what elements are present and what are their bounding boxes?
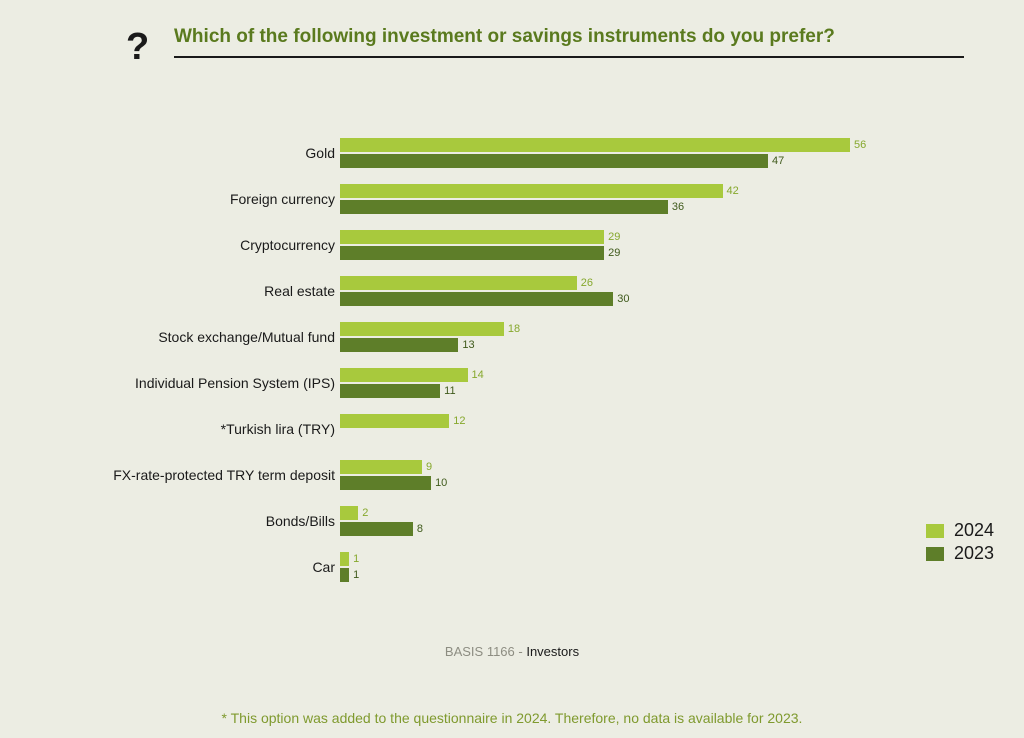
category-label: Cryptocurrency bbox=[75, 237, 335, 253]
category-label: Foreign currency bbox=[75, 191, 335, 207]
category-label: Gold bbox=[75, 145, 335, 161]
legend: 2024 2023 bbox=[926, 520, 994, 566]
bar-2023: 29 bbox=[340, 246, 604, 260]
category-label: Real estate bbox=[75, 283, 335, 299]
value-label-2024: 18 bbox=[508, 323, 520, 335]
bar-group: 26 30 bbox=[340, 274, 880, 308]
bar-2024: 56 bbox=[340, 138, 850, 152]
category-label: Car bbox=[75, 559, 335, 575]
bar-2023: 10 bbox=[340, 476, 431, 490]
category-label: Stock exchange/Mutual fund bbox=[75, 329, 335, 345]
bar-2024: 9 bbox=[340, 460, 422, 474]
value-label-2023: 47 bbox=[772, 155, 784, 167]
bar-chart: Gold 56 47 Foreign currency 42 36 Cryptocurren… bbox=[70, 130, 880, 590]
category-label: Bonds/Bills bbox=[75, 513, 335, 529]
bar-group: 28 bbox=[340, 504, 880, 538]
chart-row: Foreign currency 42 36 bbox=[70, 176, 880, 222]
bar-group: 910 bbox=[340, 458, 880, 492]
bar-group: 56 47 bbox=[340, 136, 880, 170]
bar-2023: 1 bbox=[340, 568, 349, 582]
value-label-2024: 2 bbox=[362, 507, 368, 519]
category-label: *Turkish lira (TRY) bbox=[75, 421, 335, 437]
legend-item-2024: 2024 bbox=[926, 520, 994, 541]
basis-prefix: BASIS 1166 - bbox=[445, 644, 526, 659]
bar-group: 14 11 bbox=[340, 366, 880, 400]
bar-2024: 42 bbox=[340, 184, 723, 198]
bar-group: 12 bbox=[340, 412, 880, 446]
bar-2023: 11 bbox=[340, 384, 440, 398]
page: ? Which of the following investment or s… bbox=[0, 0, 1024, 738]
value-label-2024: 56 bbox=[854, 139, 866, 151]
legend-label-2023: 2023 bbox=[954, 543, 994, 564]
value-label-2024: 26 bbox=[581, 277, 593, 289]
footnote: * This option was added to the questionn… bbox=[0, 710, 1024, 726]
chart-row: Gold 56 47 bbox=[70, 130, 880, 176]
bar-group: 11 bbox=[340, 550, 880, 584]
bar-group: 1813 bbox=[340, 320, 880, 354]
bar-2024: 12 bbox=[340, 414, 449, 428]
bar-2024: 14 bbox=[340, 368, 468, 382]
chart-row: Car11 bbox=[70, 544, 880, 590]
bar-2024: 1 bbox=[340, 552, 349, 566]
bar-2023: 47 bbox=[340, 154, 768, 168]
legend-item-2023: 2023 bbox=[926, 543, 994, 564]
value-label-2023: 10 bbox=[435, 477, 447, 489]
value-label-2023: 36 bbox=[672, 201, 684, 213]
bar-2024: 18 bbox=[340, 322, 504, 336]
chart-row: Stock exchange/Mutual fund1813 bbox=[70, 314, 880, 360]
legend-swatch-2024 bbox=[926, 524, 944, 538]
bar-group: 29 29 bbox=[340, 228, 880, 262]
value-label-2024: 9 bbox=[426, 461, 432, 473]
value-label-2024: 1 bbox=[353, 553, 359, 565]
chart-row: Individual Pension System (IPS) 14 11 bbox=[70, 360, 880, 406]
bar-2024: 2 bbox=[340, 506, 358, 520]
bar-2024: 26 bbox=[340, 276, 577, 290]
chart-row: FX-rate-protected TRY term deposit910 bbox=[70, 452, 880, 498]
bar-2023: 13 bbox=[340, 338, 458, 352]
value-label-2024: 29 bbox=[608, 231, 620, 243]
bar-2023: 36 bbox=[340, 200, 668, 214]
legend-swatch-2023 bbox=[926, 547, 944, 561]
category-label: FX-rate-protected TRY term deposit bbox=[75, 467, 335, 483]
value-label-2024: 14 bbox=[472, 369, 484, 381]
bar-2023: 30 bbox=[340, 292, 613, 306]
value-label-2023: 13 bbox=[462, 339, 474, 351]
value-label-2023: 11 bbox=[444, 385, 455, 397]
bar-group: 42 36 bbox=[340, 182, 880, 216]
basis-group: Investors bbox=[526, 644, 579, 659]
basis-line: BASIS 1166 - Investors bbox=[0, 644, 1024, 659]
chart-header: ? Which of the following investment or s… bbox=[130, 26, 964, 58]
value-label-2023: 1 bbox=[353, 569, 359, 581]
bar-2023: 8 bbox=[340, 522, 413, 536]
value-label-2023: 30 bbox=[617, 293, 629, 305]
category-label: Individual Pension System (IPS) bbox=[75, 375, 335, 391]
legend-label-2024: 2024 bbox=[954, 520, 994, 541]
value-label-2023: 29 bbox=[608, 247, 620, 259]
value-label-2024: 42 bbox=[727, 185, 739, 197]
chart-title: Which of the following investment or sav… bbox=[174, 26, 964, 56]
value-label-2024: 12 bbox=[453, 415, 465, 427]
title-underline bbox=[174, 56, 964, 58]
chart-row: Bonds/Bills28 bbox=[70, 498, 880, 544]
bar-2024: 29 bbox=[340, 230, 604, 244]
chart-row: Real estate 26 30 bbox=[70, 268, 880, 314]
value-label-2023: 8 bbox=[417, 523, 423, 535]
chart-row: *Turkish lira (TRY) 12 bbox=[70, 406, 880, 452]
question-mark-icon: ? bbox=[126, 28, 149, 66]
chart-row: Cryptocurrency 29 29 bbox=[70, 222, 880, 268]
